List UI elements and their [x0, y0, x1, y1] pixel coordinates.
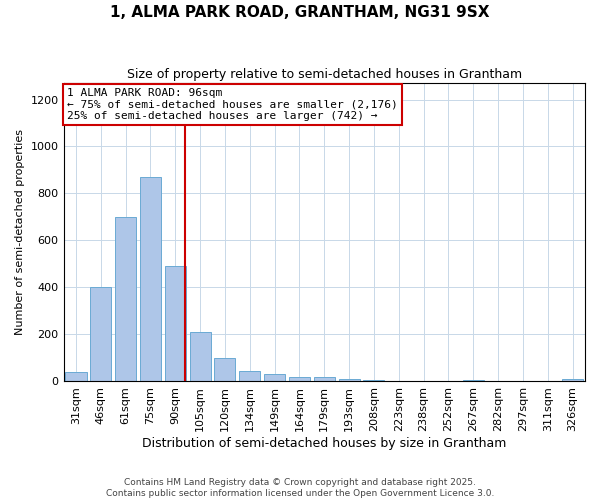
Bar: [364, 380, 385, 382]
Bar: [165, 266, 186, 382]
Text: Contains HM Land Registry data © Crown copyright and database right 2025.
Contai: Contains HM Land Registry data © Crown c…: [106, 478, 494, 498]
Bar: [264, 374, 285, 382]
Bar: [289, 377, 310, 382]
Bar: [190, 332, 211, 382]
Text: 1 ALMA PARK ROAD: 96sqm
← 75% of semi-detached houses are smaller (2,176)
25% of: 1 ALMA PARK ROAD: 96sqm ← 75% of semi-de…: [67, 88, 398, 120]
X-axis label: Distribution of semi-detached houses by size in Grantham: Distribution of semi-detached houses by …: [142, 437, 506, 450]
Bar: [214, 358, 235, 382]
Bar: [140, 177, 161, 382]
Y-axis label: Number of semi-detached properties: Number of semi-detached properties: [15, 130, 25, 336]
Bar: [562, 379, 583, 382]
Text: 1, ALMA PARK ROAD, GRANTHAM, NG31 9SX: 1, ALMA PARK ROAD, GRANTHAM, NG31 9SX: [110, 5, 490, 20]
Bar: [338, 379, 359, 382]
Bar: [463, 380, 484, 382]
Title: Size of property relative to semi-detached houses in Grantham: Size of property relative to semi-detach…: [127, 68, 522, 80]
Bar: [65, 372, 86, 382]
Bar: [314, 377, 335, 382]
Bar: [239, 371, 260, 382]
Bar: [90, 288, 112, 382]
Bar: [115, 217, 136, 382]
